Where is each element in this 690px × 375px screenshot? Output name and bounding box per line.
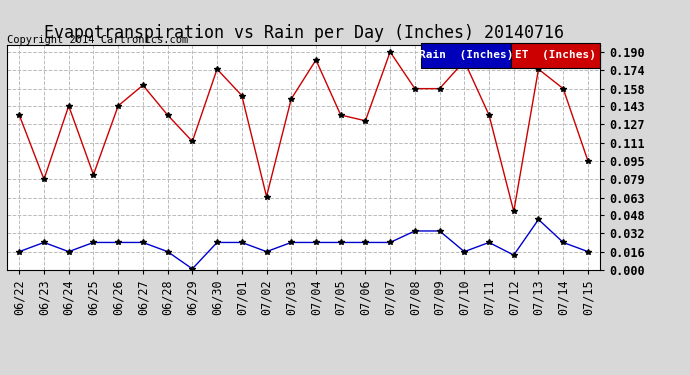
Text: ET  (Inches): ET (Inches) [515,50,596,60]
Text: Copyright 2014 Cartronics.com: Copyright 2014 Cartronics.com [7,35,188,45]
Title: Evapotranspiration vs Rain per Day (Inches) 20140716: Evapotranspiration vs Rain per Day (Inch… [43,24,564,42]
Text: Rain  (Inches): Rain (Inches) [419,50,513,60]
